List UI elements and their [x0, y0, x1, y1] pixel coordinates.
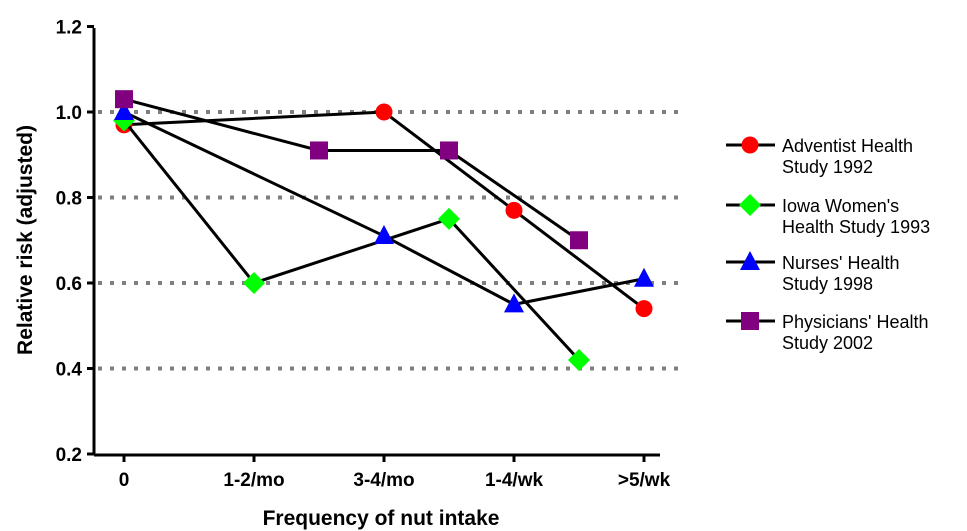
- data-point: [440, 141, 458, 160]
- x-tick-label: 3-4/mo: [353, 470, 414, 491]
- series-line: [123, 97, 580, 242]
- data-point: [375, 103, 393, 121]
- data-point: [635, 300, 653, 318]
- legend-label: Health Study 1993: [782, 217, 930, 237]
- legend-label: Nurses' Health: [782, 253, 899, 273]
- data-point: [115, 90, 133, 109]
- y-tick-label: 1.0: [56, 103, 82, 124]
- data-point: [505, 201, 523, 219]
- series-line: [122, 119, 581, 361]
- x-tick-label: >5/wk: [618, 470, 671, 491]
- data-point: [243, 272, 265, 294]
- axes: [92, 28, 660, 457]
- y-tick-label: 0.6: [56, 274, 82, 295]
- data-point: [634, 267, 654, 287]
- data-point: [114, 101, 134, 120]
- data-point: [570, 231, 588, 250]
- legend-label: Study 1998: [782, 274, 873, 294]
- series-line: [123, 110, 645, 306]
- series-2: [113, 109, 590, 371]
- data-series: [113, 90, 654, 371]
- data-point: [568, 348, 590, 371]
- x-axis-ticks: 0 1-2/mo 3-4/mo 1-4/wk >5/wk: [119, 455, 671, 491]
- data-point: [438, 207, 460, 230]
- x-tick-label: 1-4/wk: [485, 470, 544, 491]
- legend-label: Physicians' Health: [782, 312, 929, 332]
- y-axis-ticks: 0.2 0.4 0.6 0.8 1.0 1.2: [56, 18, 94, 466]
- y-axis-title: Relative risk (adjusted): [14, 125, 37, 355]
- series-line: [123, 110, 645, 310]
- y-tick-label: 0.8: [56, 189, 82, 210]
- data-point: [374, 224, 394, 244]
- legend-label: Adventist Health: [782, 136, 913, 156]
- y-tick-label: 0.2: [56, 445, 82, 466]
- series-3: [114, 101, 654, 313]
- legend-label: Study 2002: [782, 333, 873, 353]
- y-tick-label: 0.4: [56, 360, 83, 381]
- legend-marker: [741, 312, 759, 330]
- x-tick-label: 0: [119, 470, 130, 491]
- x-tick-label: 1-2/mo: [223, 470, 284, 491]
- legend-marker: [741, 136, 759, 154]
- y-tick-label: 1.2: [56, 18, 82, 39]
- x-axis-title: Frequency of nut intake: [263, 507, 500, 530]
- legend-marker: [739, 194, 761, 216]
- series-4: [115, 90, 588, 250]
- legend-label: Iowa Women's: [782, 196, 899, 216]
- data-point: [310, 141, 328, 160]
- legend-marker: [740, 251, 760, 270]
- legend-label: Study 1992: [782, 157, 873, 177]
- data-point: [504, 293, 524, 313]
